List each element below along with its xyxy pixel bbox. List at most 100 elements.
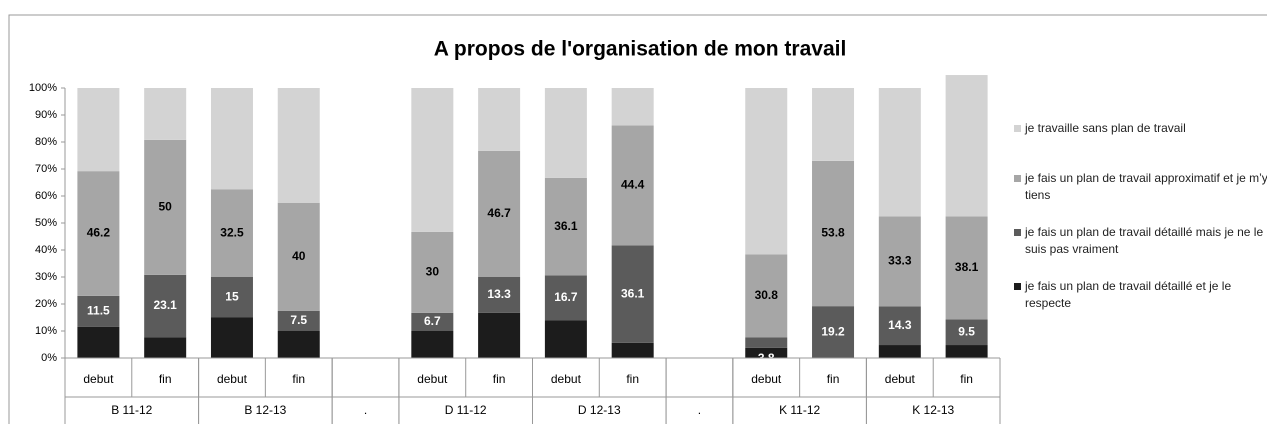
y-tick-label: 40% <box>35 244 57 256</box>
bar-segment <box>878 216 921 307</box>
legend-label: je fais un plan de travail détaillé et j… <box>1025 279 1232 310</box>
bar-segment <box>411 312 454 331</box>
y-tick-label: 30% <box>35 271 57 283</box>
data-label: 19.2 <box>821 324 845 338</box>
bar-segment <box>611 245 654 343</box>
bar-segment <box>945 345 988 358</box>
bar-segment <box>611 342 654 358</box>
bar-segment <box>812 160 855 307</box>
data-label: 13.3 <box>487 287 511 301</box>
y-tick-label: 80% <box>35 136 57 148</box>
group-label: . <box>698 403 701 417</box>
legend-label: je fais un plan de travail détaillé mais… <box>1025 225 1264 256</box>
data-label: 46.2 <box>87 226 111 240</box>
data-label: 11.5 <box>87 304 110 318</box>
legend-label: je travaille sans plan de travail <box>1025 121 1186 135</box>
bar-segment <box>878 306 921 346</box>
bar-segment <box>144 139 187 275</box>
bar-segment <box>277 310 320 331</box>
legend-swatch <box>1014 175 1021 182</box>
data-label: 32.5 <box>220 225 244 239</box>
bar-segment <box>411 88 454 232</box>
bar-segment <box>210 189 253 277</box>
legend-swatch <box>1014 125 1021 132</box>
bar-segment <box>210 277 253 318</box>
bar-segment <box>611 125 654 246</box>
group-label: . <box>364 403 367 417</box>
data-label: 15 <box>225 289 239 303</box>
bar-segment <box>945 319 988 346</box>
data-label: 36.1 <box>621 286 645 300</box>
y-tick-label: 70% <box>35 163 57 175</box>
x-tick-label: fin <box>292 372 305 386</box>
bar-segment <box>544 88 587 178</box>
bar-segment <box>745 347 788 358</box>
y-tick-label: 20% <box>35 298 57 310</box>
group-label: D 12-13 <box>578 403 621 417</box>
x-tick-label: fin <box>159 372 172 386</box>
bar-segment <box>812 306 855 358</box>
x-tick-label: debut <box>551 372 582 386</box>
y-tick-label: 100% <box>29 82 57 94</box>
group-label: K 12-13 <box>912 403 954 417</box>
bar-segment <box>878 88 921 217</box>
bar-segment <box>878 345 921 358</box>
bar-segment <box>478 88 521 151</box>
data-label: 23.1 <box>153 298 177 312</box>
bar-segment <box>277 331 320 358</box>
y-tick-label: 90% <box>35 109 57 121</box>
bar-segment <box>210 317 253 358</box>
bar-segment <box>544 320 587 358</box>
bar-segment <box>945 216 988 320</box>
y-tick-label: 60% <box>35 190 57 202</box>
bar-segment <box>478 312 521 358</box>
frame <box>8 14 1267 424</box>
bar-segment <box>144 88 187 140</box>
data-label: 30.8 <box>755 288 779 302</box>
data-label: 30 <box>426 265 440 279</box>
legend-item: je fais un plan de travail détaillé mais… <box>1014 224 1267 258</box>
x-tick-label: debut <box>885 372 916 386</box>
legend-item: je travaille sans plan de travail <box>1014 120 1267 137</box>
data-label: 46.7 <box>487 206 511 220</box>
data-label: 50 <box>158 200 172 214</box>
legend-swatch <box>1014 283 1021 290</box>
bar-segment <box>77 171 120 296</box>
group-label: K 11-12 <box>779 403 820 417</box>
data-label: 40 <box>292 249 306 263</box>
y-tick-label: 50% <box>35 217 57 229</box>
bar-segment <box>945 75 988 217</box>
legend-item: je fais un plan de travail détaillé et j… <box>1014 278 1267 312</box>
bar-segment <box>77 295 120 327</box>
bar-segment <box>411 331 454 358</box>
bar-segment <box>745 337 788 348</box>
bar-segment <box>745 88 788 255</box>
bar-segment <box>77 88 120 172</box>
x-tick-label: debut <box>83 372 114 386</box>
chart-title: A propos de l'organisation de mon travai… <box>434 38 847 61</box>
bar-segment <box>210 88 253 190</box>
legend-swatch <box>1014 229 1021 236</box>
legend-item: je fais un plan de travail approximatif … <box>1014 170 1267 204</box>
data-label: 9.5 <box>958 324 975 338</box>
bar-segment <box>411 231 454 313</box>
data-label: 44.4 <box>621 178 645 192</box>
bar-segment <box>611 88 654 126</box>
data-label: 33.3 <box>888 254 912 268</box>
x-tick-label: fin <box>827 372 840 386</box>
x-tick-label: fin <box>626 372 639 386</box>
x-tick-label: debut <box>217 372 248 386</box>
bar-segment <box>812 88 855 161</box>
legend-label: je fais un plan de travail approximatif … <box>1025 171 1267 202</box>
data-label: 14.3 <box>888 318 912 332</box>
group-label: D 11-12 <box>445 403 487 417</box>
bar-segment <box>144 274 187 338</box>
x-tick-label: debut <box>751 372 782 386</box>
x-tick-label: fin <box>493 372 506 386</box>
bar-segment <box>77 326 120 358</box>
bar-segment <box>544 177 587 276</box>
data-label: 38.1 <box>955 260 979 274</box>
x-tick-label: debut <box>417 372 448 386</box>
